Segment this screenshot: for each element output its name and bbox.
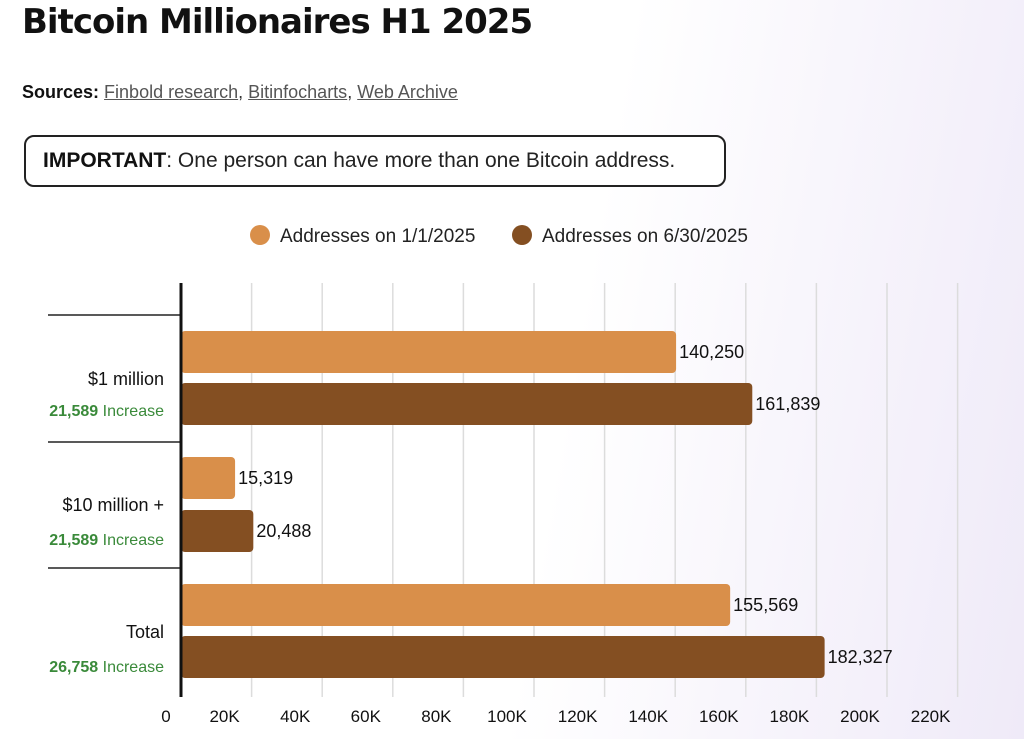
legend-label-series-1: Addresses on 1/1/2025 (280, 226, 476, 247)
bar-1-series-1 (181, 457, 236, 499)
sources-label: Sources: (22, 82, 100, 102)
important-note: IMPORTANT: One person can have more than… (24, 135, 726, 187)
data-label-1-series-1: 15,319 (238, 468, 293, 488)
important-label: IMPORTANT (43, 149, 167, 172)
data-label-2-series-1: 155,569 (733, 595, 798, 615)
bar-0-series-2 (181, 383, 753, 425)
data-label-0-series-1: 140,250 (679, 342, 744, 362)
bar-1-series-2 (181, 510, 254, 552)
x-tick-label-7: 140K (628, 707, 668, 726)
legend-swatch-series-2 (512, 225, 532, 245)
increase-text-0: Increase (98, 403, 164, 420)
legend-swatch-series-1 (250, 225, 270, 245)
data-label-2-series-2: 182,327 (828, 647, 893, 667)
x-tick-label-6: 120K (558, 707, 598, 726)
data-label-1-series-2: 20,488 (256, 521, 311, 541)
source-link-finbold[interactable]: Finbold research (104, 82, 239, 102)
increase-value-1: 21,589 (49, 532, 98, 549)
x-tick-label-3: 60K (351, 707, 382, 726)
sources-line: Sources: Finbold research, Bitinfocharts… (22, 82, 458, 102)
increase-label-0: 21,589 Increase (49, 403, 164, 420)
increase-value-0: 21,589 (49, 403, 98, 420)
chart-title: Bitcoin Millionaires H1 2025 (22, 2, 533, 42)
source-link-web-archive[interactable]: Web Archive (357, 82, 458, 102)
source-link-bitinfocharts[interactable]: Bitinfocharts (248, 82, 348, 102)
important-text: : One person can have more than one Bitc… (166, 149, 676, 172)
legend-label-series-2: Addresses on 6/30/2025 (542, 226, 748, 247)
bar-2-series-2 (181, 636, 825, 678)
legend-item-series-1: Addresses on 1/1/2025 (250, 225, 475, 248)
x-tick-label-0: 0 (161, 707, 170, 726)
legend-item-series-2: Addresses on 6/30/2025 (512, 225, 748, 248)
category-label-2: Total (126, 622, 164, 642)
x-tick-label-11: 220K (911, 707, 951, 726)
bar-2-series-1 (181, 584, 731, 626)
x-tick-label-9: 180K (770, 707, 810, 726)
category-label-0: $1 million (88, 369, 164, 389)
x-tick-label-2: 40K (280, 707, 311, 726)
increase-text-1: Increase (98, 532, 164, 549)
category-label-1: $10 million + (62, 495, 164, 515)
increase-text-2: Increase (98, 659, 164, 676)
x-tick-label-5: 100K (487, 707, 527, 726)
x-tick-label-4: 80K (421, 707, 452, 726)
x-tick-label-1: 20K (209, 707, 240, 726)
x-tick-label-8: 160K (699, 707, 739, 726)
increase-value-2: 26,758 (49, 659, 98, 676)
x-tick-label-10: 200K (840, 707, 880, 726)
increase-label-2: 26,758 Increase (49, 659, 164, 676)
increase-label-1: 21,589 Increase (49, 532, 164, 549)
data-label-0-series-2: 161,839 (755, 394, 820, 414)
bar-0-series-1 (181, 331, 677, 373)
